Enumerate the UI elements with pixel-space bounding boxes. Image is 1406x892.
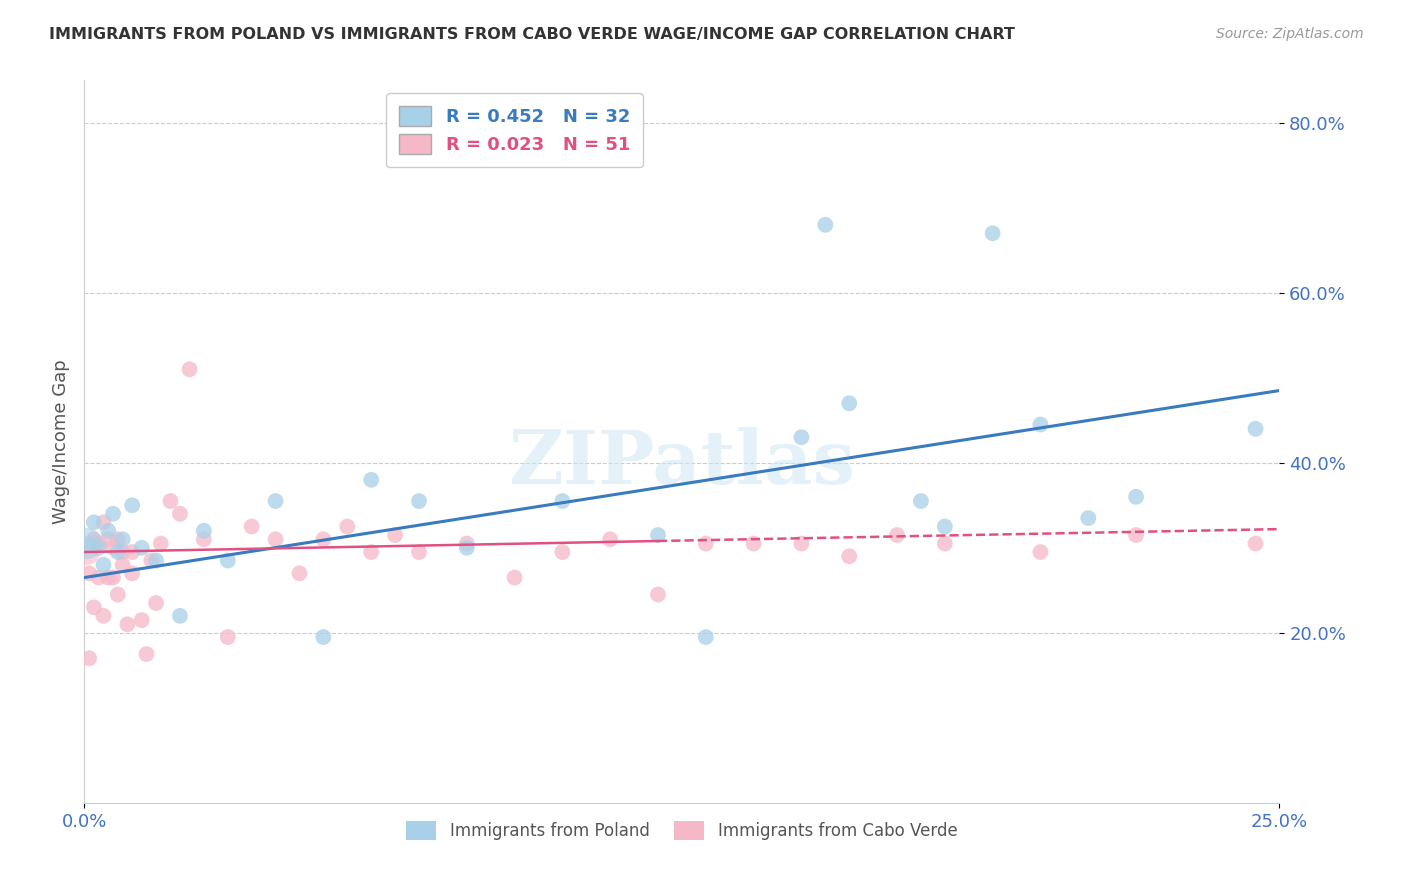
Point [107, 545, 129, 559]
Point [121, 566, 143, 581]
Point [135, 647, 157, 661]
Point [145, 596, 167, 610]
Point [111, 558, 134, 572]
Point [169, 608, 191, 623]
Point [87, 536, 110, 550]
Point [551, 545, 574, 559]
Point [886, 528, 908, 542]
Text: ZIPatlas: ZIPatlas [509, 426, 855, 500]
Point [93, 558, 115, 572]
Point [111, 545, 134, 559]
Point [76, 536, 98, 550]
Point [76, 545, 98, 559]
Point [264, 494, 287, 508]
Point [1077, 511, 1099, 525]
Point [1125, 528, 1147, 542]
Point [1244, 536, 1267, 550]
Point [408, 494, 430, 508]
Point [312, 533, 335, 547]
Point [83, 533, 105, 547]
Point [1125, 490, 1147, 504]
Point [121, 498, 143, 512]
Point [790, 430, 813, 444]
Point [360, 545, 382, 559]
Point [193, 524, 215, 538]
Point [312, 630, 335, 644]
Point [910, 494, 932, 508]
Point [981, 227, 1004, 241]
Point [83, 516, 105, 530]
Point [456, 541, 478, 555]
Point [159, 494, 181, 508]
Point [647, 588, 669, 602]
Point [97, 533, 120, 547]
Point [1244, 422, 1267, 436]
Point [149, 536, 172, 550]
Point [336, 519, 359, 533]
Point [934, 519, 956, 533]
Point [87, 541, 110, 555]
Point [408, 545, 430, 559]
Point [647, 528, 669, 542]
Point [97, 570, 120, 584]
Point [101, 570, 124, 584]
Text: IMMIGRANTS FROM POLAND VS IMMIGRANTS FROM CABO VERDE WAGE/INCOME GAP CORRELATION: IMMIGRANTS FROM POLAND VS IMMIGRANTS FRO… [49, 27, 1015, 42]
Point [814, 218, 837, 232]
Point [117, 617, 139, 632]
Point [838, 549, 860, 564]
Point [217, 553, 239, 567]
Point [288, 566, 311, 581]
Point [599, 533, 621, 547]
Point [141, 553, 163, 567]
Point [179, 362, 201, 376]
Point [77, 651, 100, 665]
Point [217, 630, 239, 644]
Point [1029, 545, 1052, 559]
Point [111, 533, 134, 547]
Point [790, 536, 813, 550]
Y-axis label: Wage/Income Gap: Wage/Income Gap [52, 359, 70, 524]
Point [360, 473, 382, 487]
Point [107, 588, 129, 602]
Point [503, 570, 526, 584]
Point [121, 545, 143, 559]
Point [107, 533, 129, 547]
Point [131, 541, 153, 555]
Point [264, 533, 287, 547]
Point [131, 613, 153, 627]
Point [742, 536, 765, 550]
Point [83, 600, 105, 615]
Point [93, 516, 115, 530]
Point [77, 566, 100, 581]
Point [101, 507, 124, 521]
Point [934, 536, 956, 550]
Point [193, 533, 215, 547]
Point [695, 536, 717, 550]
Point [77, 536, 100, 550]
Point [551, 494, 574, 508]
Point [240, 519, 263, 533]
Point [169, 507, 191, 521]
Text: Source: ZipAtlas.com: Source: ZipAtlas.com [1216, 27, 1364, 41]
Point [838, 396, 860, 410]
Point [93, 608, 115, 623]
Point [384, 528, 406, 542]
Point [145, 553, 167, 567]
Point [695, 630, 717, 644]
Point [87, 570, 110, 584]
Point [101, 541, 124, 555]
Point [1029, 417, 1052, 432]
Point [97, 524, 120, 538]
Point [456, 536, 478, 550]
Legend: Immigrants from Poland, Immigrants from Cabo Verde: Immigrants from Poland, Immigrants from … [398, 813, 966, 848]
